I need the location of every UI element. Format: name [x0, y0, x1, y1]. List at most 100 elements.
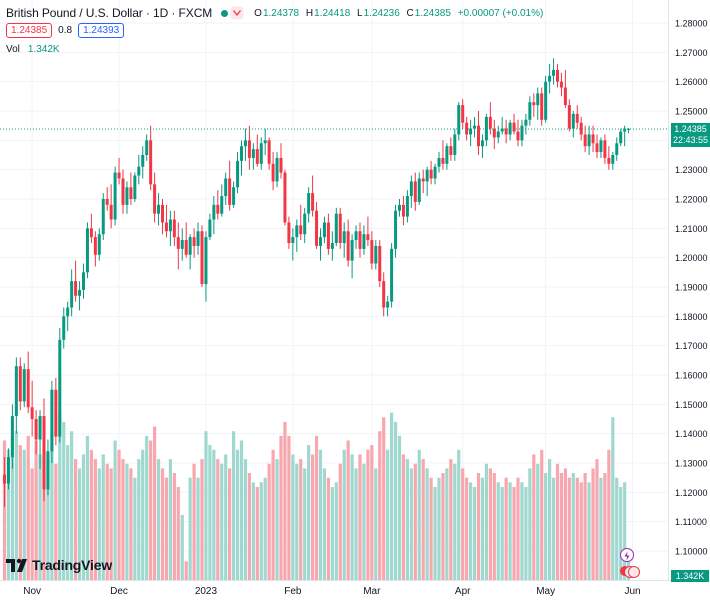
- volume-bar: [496, 482, 500, 580]
- candle-body: [101, 199, 105, 235]
- volume-bar: [555, 463, 560, 580]
- volume-bar: [350, 454, 354, 580]
- lightning-icon[interactable]: [620, 548, 634, 562]
- volume-bar: [378, 431, 382, 580]
- candle-body: [445, 146, 449, 164]
- volume-bar: [615, 477, 619, 580]
- tradingview-logo[interactable]: TradingView: [6, 557, 112, 573]
- volume-bar: [603, 473, 607, 580]
- candle-body: [615, 143, 619, 155]
- volume-bar: [409, 468, 413, 580]
- candle-body: [473, 125, 477, 129]
- candle-body: [599, 140, 603, 153]
- volume-bar: [449, 459, 453, 580]
- candle-body: [619, 131, 623, 144]
- buy-button[interactable]: 1.24393: [78, 23, 125, 38]
- volume-bar: [330, 487, 334, 580]
- candle-body: [362, 234, 366, 249]
- volume-bar: [184, 561, 188, 580]
- candle-body: [603, 140, 607, 158]
- sell-button[interactable]: 1.24385: [6, 23, 53, 38]
- volume-bar: [583, 473, 587, 580]
- volume-bar: [287, 435, 291, 580]
- volume-bar: [22, 449, 26, 580]
- volume-bar: [263, 477, 267, 580]
- candle-body: [58, 339, 62, 437]
- volume-bar: [421, 459, 425, 580]
- volume-bar: [283, 421, 287, 580]
- candle-body: [465, 122, 469, 135]
- volume-bar: [441, 473, 445, 580]
- volume-bar: [551, 477, 556, 580]
- economic-event-icon-3[interactable]: [628, 566, 640, 578]
- candle-body: [117, 172, 121, 179]
- volume-bar: [314, 435, 319, 580]
- candle-body: [382, 281, 386, 308]
- high-value: 1.24418: [314, 7, 351, 19]
- volume-bar: [504, 477, 508, 580]
- candle-body: [401, 204, 405, 217]
- volume-bar: [425, 468, 429, 580]
- candle-body: [18, 366, 22, 402]
- volume-bar: [623, 482, 627, 580]
- volume-bar: [26, 435, 30, 580]
- candle-body: [417, 178, 421, 202]
- price-scale[interactable]: 1.280001.270001.260001.250001.240001.230…: [675, 19, 708, 557]
- volume-bar: [62, 421, 66, 580]
- time-tick-label: Dec: [110, 586, 128, 597]
- volume-bar: [528, 468, 532, 580]
- eye-icon[interactable]: [230, 6, 244, 20]
- volume-bar: [358, 454, 362, 580]
- candle-body: [556, 69, 559, 82]
- open-label: O: [254, 7, 262, 19]
- time-tick-label: Feb: [284, 586, 302, 597]
- candle-body: [275, 157, 279, 182]
- volume-bar: [160, 468, 165, 580]
- candle-body: [153, 184, 157, 214]
- volume-bar: [275, 459, 279, 580]
- candle-body: [267, 140, 271, 164]
- volume-bar: [279, 435, 283, 580]
- candle-body: [295, 225, 299, 238]
- buy-sell-quotes: 1.24385 0.8 1.24393: [6, 23, 125, 38]
- candle-body: [307, 193, 311, 214]
- candle-body: [575, 113, 579, 123]
- time-tick-label: 2023: [195, 586, 218, 597]
- volume-bar: [141, 449, 145, 580]
- candle-body: [74, 281, 78, 296]
- volume-bar: [476, 473, 481, 580]
- volume-bar: [413, 463, 417, 580]
- volume-bar: [34, 440, 38, 580]
- volume-bar: [192, 463, 196, 580]
- candle-body: [520, 125, 524, 141]
- candle-body: [70, 281, 74, 308]
- high-label: H: [305, 7, 314, 19]
- volume-bar: [149, 440, 153, 580]
- volume-bar: [58, 412, 62, 580]
- candle-body: [30, 407, 34, 419]
- volume-bar: [164, 477, 169, 580]
- price-tick-label: 1.19000: [675, 283, 708, 293]
- volume-bar: [113, 440, 117, 580]
- volume-bar: [536, 463, 540, 580]
- close-value: 1.24385: [414, 7, 451, 19]
- candle-body: [157, 204, 161, 214]
- candle-body: [595, 143, 599, 153]
- volume-bar: [524, 487, 528, 580]
- candle-body: [208, 219, 212, 238]
- open-value: 1.24378: [262, 7, 300, 19]
- candle-body: [354, 231, 358, 241]
- volume-bar: [145, 435, 149, 580]
- symbol-title[interactable]: British Pound / U.S. Dollar · 1D · FXCM: [6, 6, 213, 20]
- candle-body: [232, 187, 236, 205]
- price-tick-label: 1.18000: [675, 312, 708, 322]
- volume-bar: [401, 454, 406, 580]
- time-scale[interactable]: Nov Dec 2023 Feb Mar Apr May Jun: [23, 586, 640, 597]
- candle-body: [93, 237, 97, 255]
- candle-body: [38, 416, 42, 440]
- candle-body: [563, 87, 567, 106]
- volume-legend[interactable]: Vol 1.342K: [6, 44, 60, 55]
- candle-body: [433, 166, 437, 179]
- volume-bar: [93, 459, 97, 580]
